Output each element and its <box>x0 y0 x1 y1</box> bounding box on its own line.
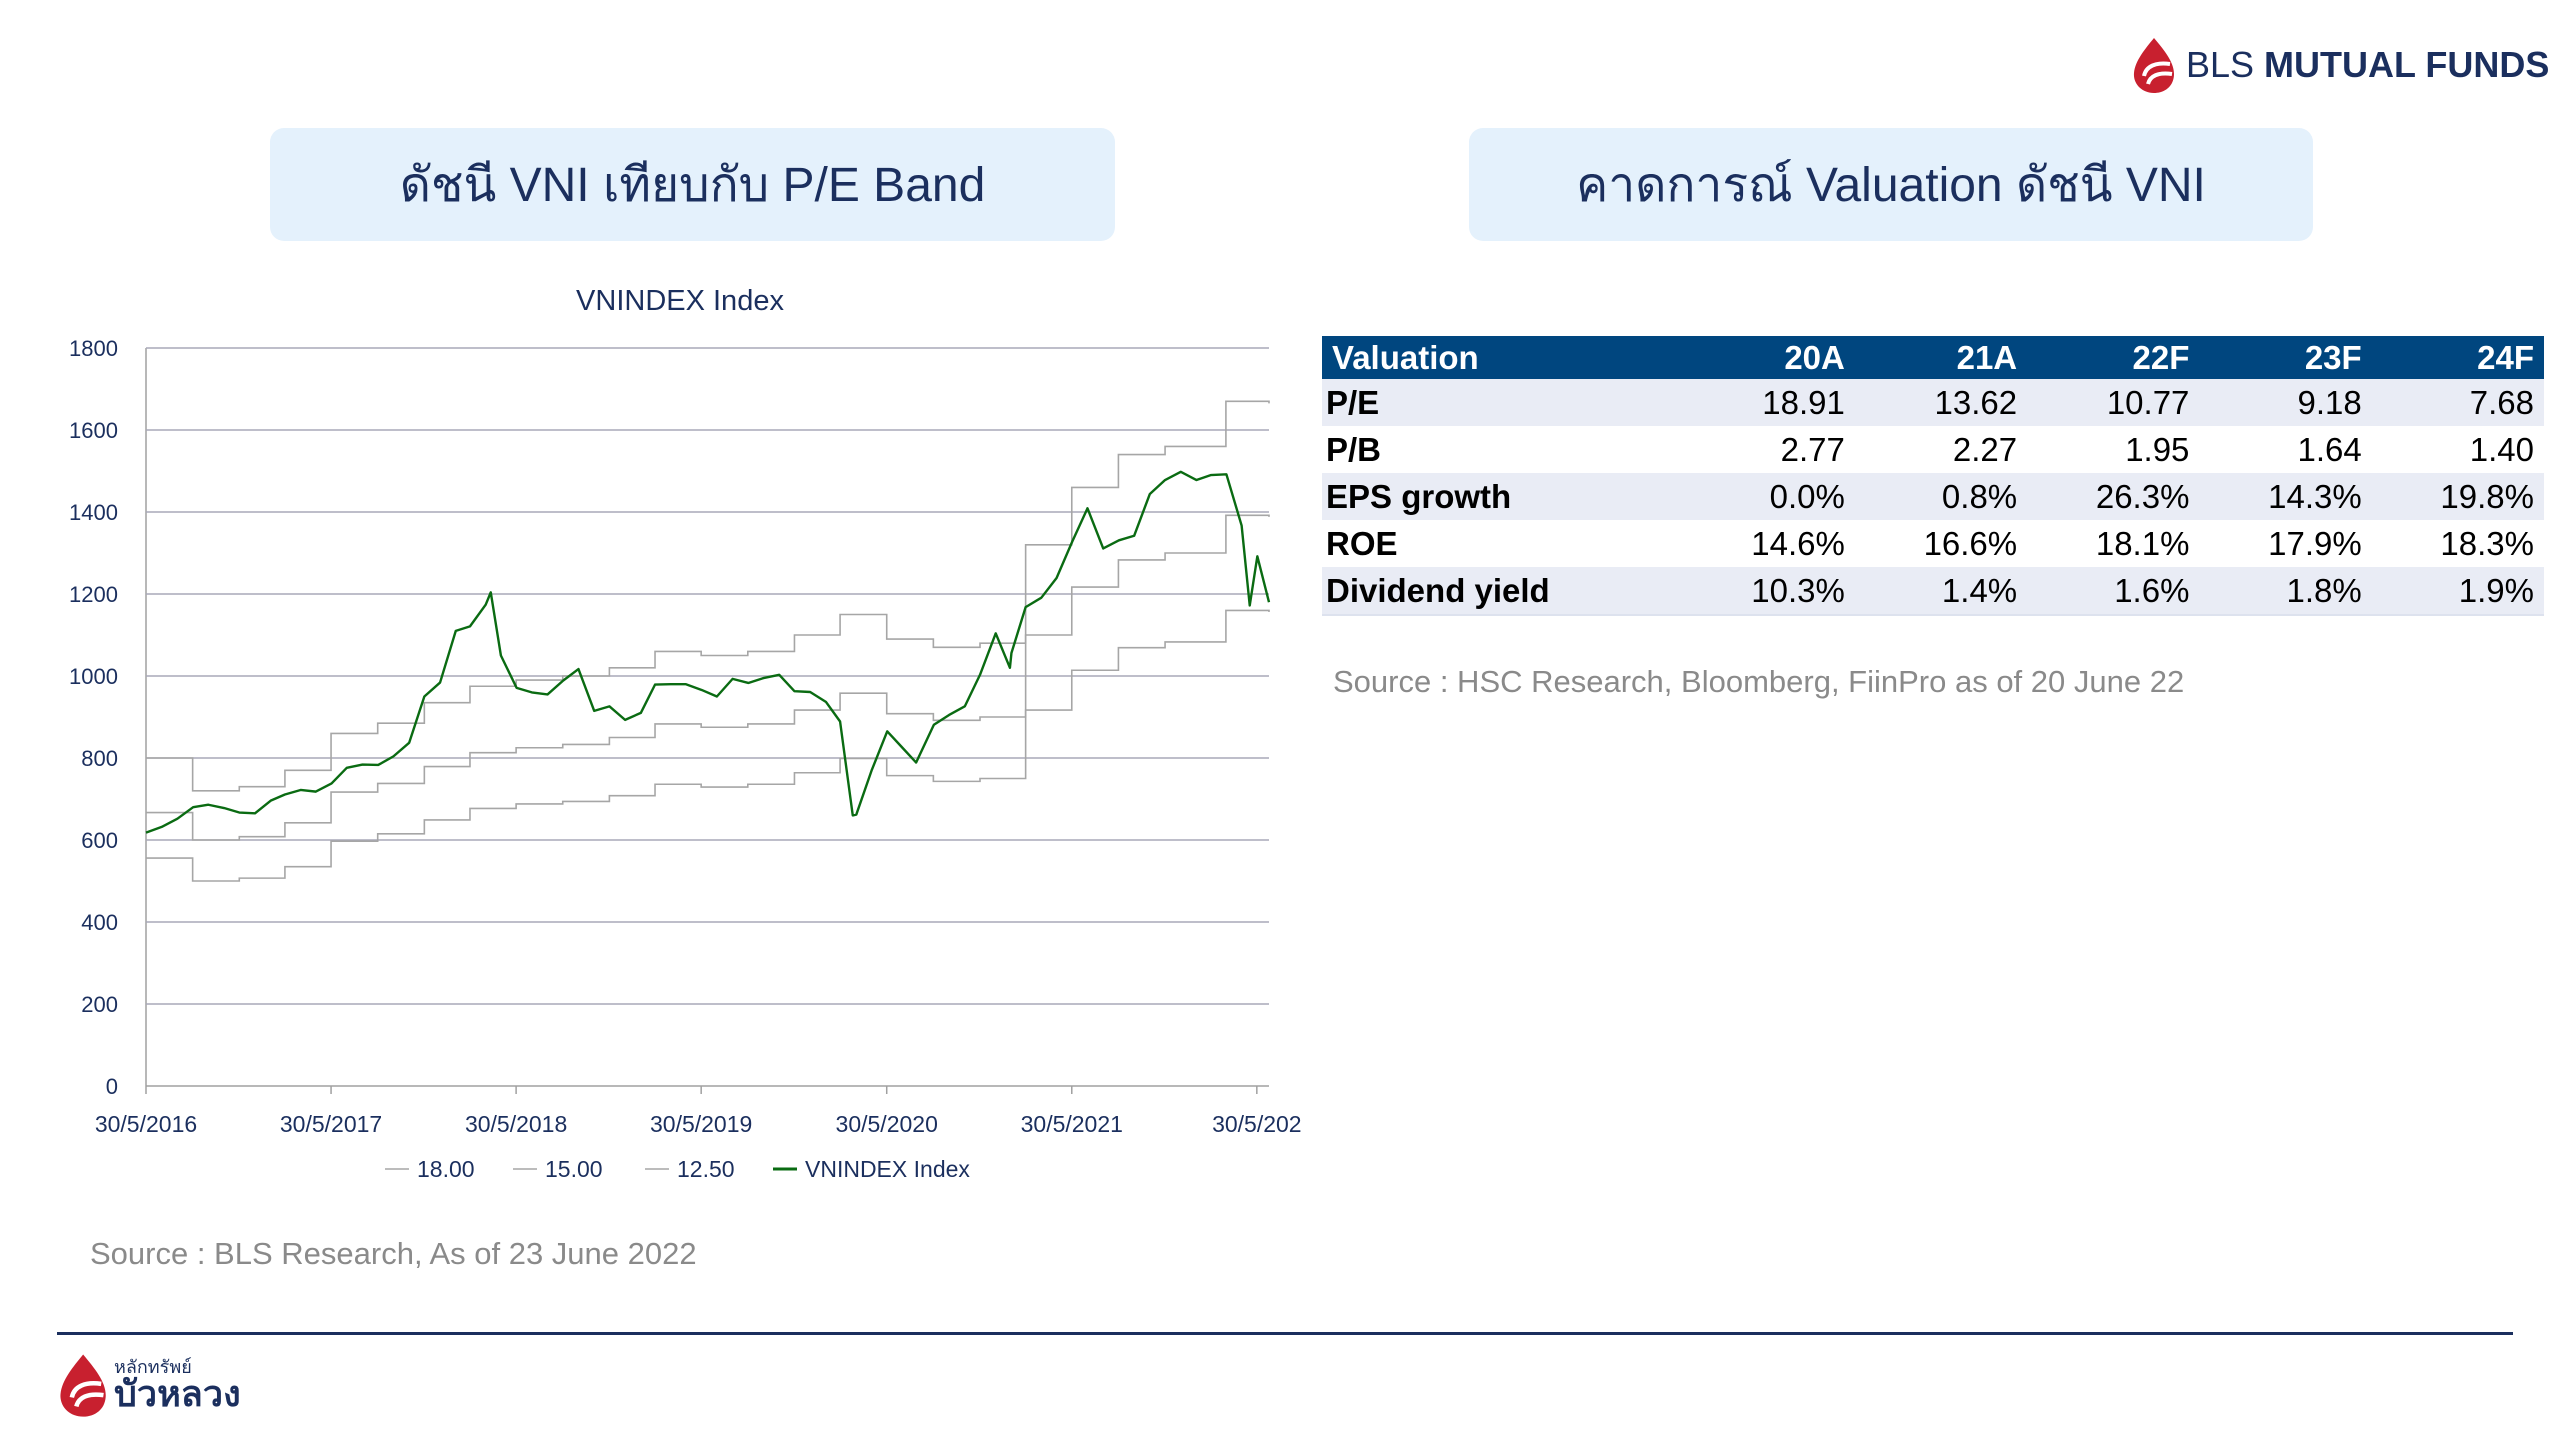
y-tick-label: 800 <box>81 746 118 771</box>
x-tick-label: 30/5/2017 <box>280 1111 382 1137</box>
row-value: 18.91 <box>1682 379 1855 426</box>
band-line-12-50 <box>146 609 1270 882</box>
table-row: EPS growth 0.0% 0.8% 26.3% 14.3% 19.8% <box>1322 473 2544 520</box>
pe-band-chart: VNINDEX Index 0 200 400 600 800 1000 1200 1400 1… <box>69 285 1302 1182</box>
header-23f: 23F <box>2199 336 2372 379</box>
right-source-note: Source : HSC Research, Bloomberg, FiinPr… <box>1333 664 2185 699</box>
row-value: 10.3% <box>1682 567 1855 616</box>
row-value: 13.62 <box>1854 379 2028 426</box>
flame-logo-icon <box>2133 38 2174 93</box>
legend-label: 18.00 <box>417 1156 475 1182</box>
logo-text-bls: BLS <box>2186 44 2255 85</box>
legend-label: 12.50 <box>677 1156 735 1182</box>
vnindex-line <box>145 470 1271 834</box>
row-value: 26.3% <box>2027 473 2200 520</box>
y-tick-label: 1600 <box>69 418 118 443</box>
header-valuation: Valuation <box>1322 336 1683 379</box>
x-tick-label: 30/5/202 <box>1212 1111 1302 1137</box>
table-row: P/E 18.91 13.62 10.77 9.18 7.68 <box>1322 379 2544 426</box>
valuation-table: Valuation 20A 21A 22F 23F 24F P/E 18.91 13… <box>1322 336 2544 616</box>
header-21a: 21A <box>1854 336 2028 379</box>
row-value: 2.77 <box>1780 430 1845 468</box>
legend-label: 15.00 <box>545 1156 603 1182</box>
header-20a: 20A <box>1682 336 1855 379</box>
logo-text-mutual-funds: MUTUAL FUNDS <box>2264 44 2550 85</box>
flame-logo-icon <box>60 1354 106 1417</box>
table-header-row: Valuation 20A 21A 22F 23F 24F <box>1322 336 2544 379</box>
row-value: 10.77 <box>2027 379 2200 426</box>
y-tick-label: 1800 <box>69 336 118 361</box>
band-line-15-00 <box>146 514 1270 841</box>
chart-title: VNINDEX Index <box>576 285 784 317</box>
row-value: 1.8% <box>2199 567 2372 616</box>
row-value: 0.0% <box>1682 473 1855 520</box>
left-source-note: Source : BLS Research, As of 23 June 202… <box>90 1236 697 1271</box>
logo-text-big: บัวหลวง <box>114 1373 241 1414</box>
row-value: 1.64 <box>2297 430 2362 468</box>
row-value: 7.68 <box>2371 379 2544 426</box>
row-value: 18.3% <box>2440 524 2534 562</box>
row-value: 14.6% <box>1751 524 1845 562</box>
row-value: 0.8% <box>1854 473 2028 520</box>
logo-text-small: หลักทรัพย์ <box>114 1357 192 1377</box>
y-tick-label: 1000 <box>69 664 118 689</box>
row-label: Dividend yield <box>1322 567 1683 616</box>
y-tick-label: 1400 <box>69 500 118 525</box>
row-value: 1.9% <box>2371 567 2544 616</box>
y-tick-label: 600 <box>81 828 118 853</box>
table-row: ROE 14.6% 16.6% 18.1% 17.9% 18.3% <box>1322 520 2544 567</box>
row-value: 2.27 <box>1952 430 2018 468</box>
row-label: P/E <box>1322 379 1683 426</box>
x-tick-label: 30/5/2021 <box>1021 1111 1123 1137</box>
row-label: P/B <box>1326 430 1382 468</box>
row-label: EPS growth <box>1322 473 1683 520</box>
row-label: ROE <box>1326 524 1398 562</box>
y-tick-label: 200 <box>81 992 118 1017</box>
x-tick-label: 30/5/2018 <box>465 1111 567 1137</box>
right-panel-title-box: คาดการณ์ Valuation ดัชนี VNI <box>1469 128 2313 241</box>
header-24f: 24F <box>2371 336 2544 379</box>
row-value: 17.9% <box>2268 524 2362 562</box>
table-row: Dividend yield 10.3% 1.4% 1.6% 1.8% 1.9% <box>1322 567 2544 616</box>
row-value: 1.6% <box>2027 567 2200 616</box>
bls-mutual-funds-logo: BLS MUTUAL FUNDS <box>2130 36 2549 94</box>
header-22f: 22F <box>2027 336 2200 379</box>
row-value: 18.1% <box>2095 524 2190 562</box>
row-value: 1.95 <box>2125 430 2190 468</box>
row-value: 14.3% <box>2199 473 2372 520</box>
left-panel-title: ดัชนี VNI เทียบกับ P/E Band <box>399 158 986 212</box>
row-value: 1.4% <box>1854 567 2028 616</box>
x-tick-label: 30/5/2020 <box>836 1111 938 1137</box>
y-tick-label: 1200 <box>69 582 118 607</box>
x-tick-label: 30/5/2016 <box>95 1111 197 1137</box>
row-value: 19.8% <box>2371 473 2544 520</box>
right-panel-title: คาดการณ์ Valuation ดัชนี VNI <box>1576 158 2206 212</box>
legend-label: VNINDEX Index <box>805 1156 970 1182</box>
row-value: 16.6% <box>1923 524 2018 562</box>
y-tick-label: 0 <box>106 1074 118 1099</box>
row-value: 1.40 <box>2469 430 2534 468</box>
bualuang-securities-logo: หลักทรัพย์ บัวหลวง <box>56 1352 241 1418</box>
y-tick-label: 400 <box>81 910 118 935</box>
row-value: 9.18 <box>2199 379 2372 426</box>
table-row: P/B 2.77 2.27 1.95 1.64 1.40 <box>1322 426 2544 473</box>
footer-divider <box>57 1332 2513 1335</box>
left-panel-title-box: ดัชนี VNI เทียบกับ P/E Band <box>270 128 1115 241</box>
x-tick-label: 30/5/2019 <box>650 1111 752 1137</box>
band-line-18-00 <box>146 400 1270 792</box>
